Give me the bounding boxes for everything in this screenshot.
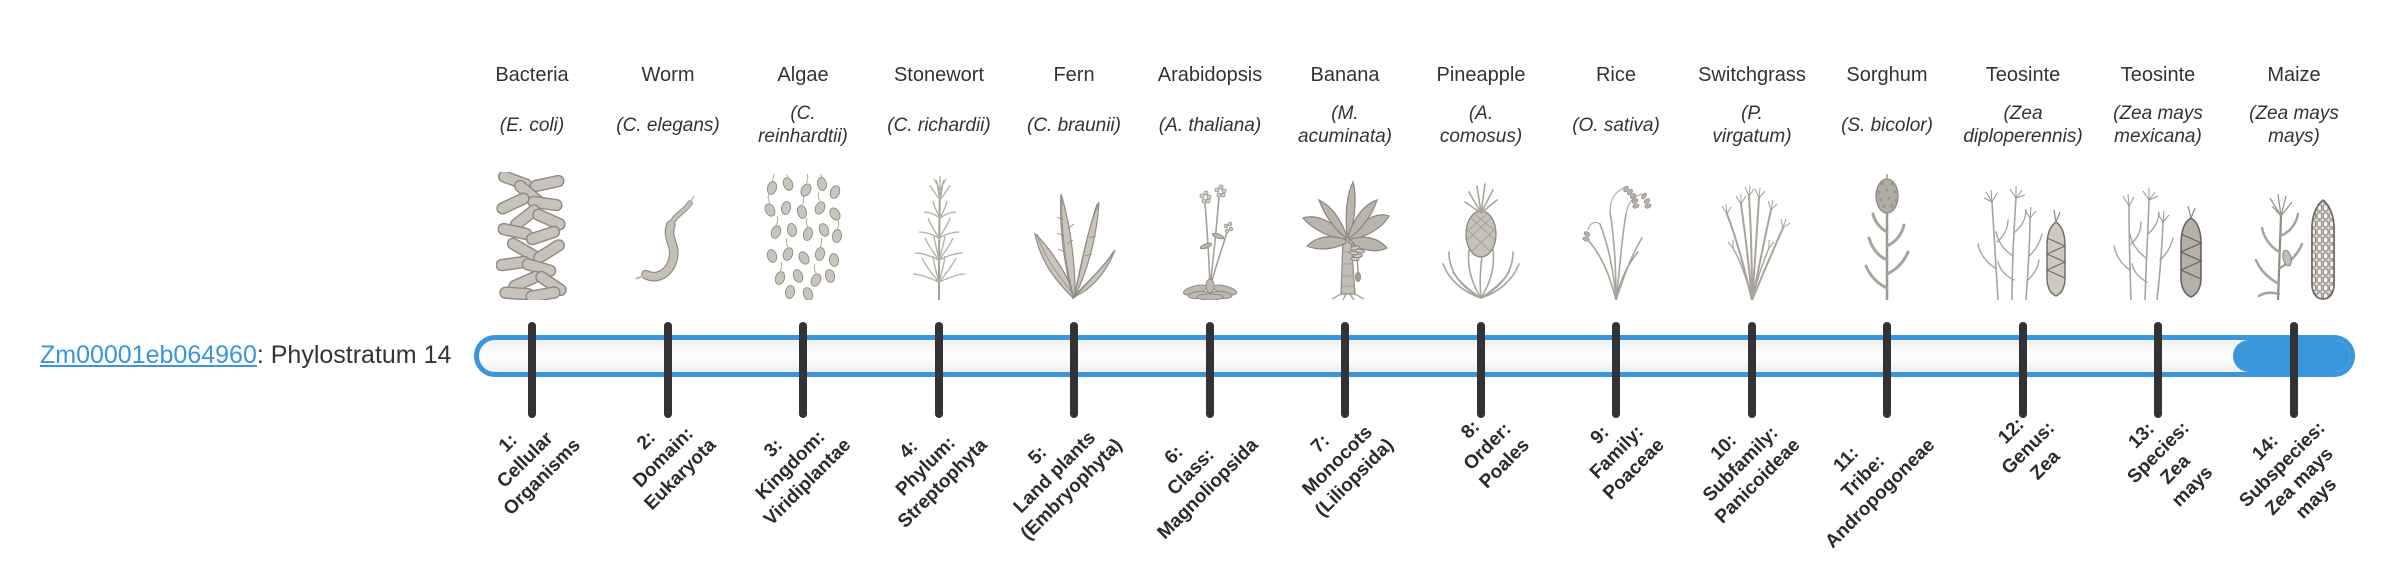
tick-6 bbox=[1206, 322, 1214, 418]
teosinte-diploperennis-illustration-icon bbox=[1948, 160, 2098, 300]
tick-9 bbox=[1612, 322, 1620, 418]
sorghum-illustration-icon bbox=[1812, 160, 1962, 300]
stratum-label-12: 12: Genus: Zea bbox=[1993, 414, 2064, 485]
banana-illustration-icon bbox=[1270, 160, 1420, 300]
organism-sci-name: (C. elegans) bbox=[616, 114, 720, 136]
teosinte-mexicana-illustration-icon bbox=[2083, 160, 2233, 300]
organism-name: Teosinte bbox=[1985, 64, 2061, 86]
gene-id-link[interactable]: Zm00001eb064960 bbox=[40, 341, 257, 369]
organism-sci-name: (M. acuminata) bbox=[1298, 103, 1392, 147]
stratum-label-4: 4: Phylum: Streptophyta bbox=[891, 432, 992, 533]
organism-column-teosinte-mexicana: Teosinte (Zea mays mexicana) bbox=[2083, 62, 2233, 300]
organism-name: Banana bbox=[1310, 64, 1380, 86]
organism-column-arabidopsis: Arabidopsis (A. thaliana) bbox=[1135, 62, 1285, 300]
organism-column-stonewort: Stonewort (C. richardii) bbox=[864, 62, 1014, 300]
organism-column-teosinte-diploperennis: Teosinte (Zea diploperennis) bbox=[1948, 62, 2098, 300]
stratum-label-8: 8: Order: Poales bbox=[1457, 416, 1534, 493]
organism-name: Sorghum bbox=[1846, 64, 1928, 86]
tick-3 bbox=[799, 322, 807, 418]
tick-5 bbox=[1070, 322, 1078, 418]
tick-10 bbox=[1748, 322, 1756, 418]
organism-name: Worm bbox=[641, 64, 695, 86]
organism-sci-name: (A. comosus) bbox=[1439, 103, 1523, 147]
organism-sci-name: (C. richardii) bbox=[887, 114, 991, 136]
stratum-label-14: 14: Subspecies: Zea mays mays bbox=[2235, 417, 2342, 524]
organism-name: Stonewort bbox=[893, 64, 985, 86]
fern-illustration-icon bbox=[999, 160, 1149, 300]
organism-name: Rice bbox=[1595, 64, 1636, 86]
organism-name: Teosinte bbox=[2120, 64, 2196, 86]
tick-13 bbox=[2154, 322, 2162, 418]
organism-column-worm: Worm (C. elegans) bbox=[593, 62, 743, 300]
stonewort-illustration-icon bbox=[864, 160, 1014, 300]
organism-name: Switchgrass bbox=[1698, 64, 1806, 86]
stratum-label-6: 6: Class: Magnoliopsida bbox=[1153, 434, 1263, 544]
timeline-bar bbox=[474, 335, 2355, 377]
organism-sci-name: (A. thaliana) bbox=[1158, 114, 1262, 136]
organism-sci-name: (Zea mays mexicana) bbox=[2113, 103, 2203, 147]
organism-name: Fern bbox=[1053, 64, 1095, 86]
tick-4 bbox=[935, 322, 943, 418]
switchgrass-illustration-icon bbox=[1677, 160, 1827, 300]
organism-sci-name: (C. braunii) bbox=[1027, 114, 1121, 136]
stratum-label-10: 10: Subfamily: Panicoideae bbox=[1699, 422, 1805, 528]
organism-name: Pineapple bbox=[1436, 64, 1526, 86]
algae-illustration-icon bbox=[728, 160, 878, 300]
rice-illustration-icon bbox=[1541, 160, 1691, 300]
tick-7 bbox=[1341, 322, 1349, 418]
organism-name: Maize bbox=[2267, 64, 2321, 86]
gene-label: Zm00001eb064960: Phylostratum 14 bbox=[40, 341, 451, 370]
tick-12 bbox=[2019, 322, 2027, 418]
stratum-label-13: 13: Species: Zea mays bbox=[2123, 417, 2218, 512]
organism-column-rice: Rice (O. sativa) bbox=[1541, 62, 1691, 300]
stratum-label-5: 5: Land plants (Embryophyta) bbox=[1009, 427, 1127, 545]
stratum-label-2: 2: Domain: Eukaryota bbox=[629, 423, 721, 515]
tick-1 bbox=[528, 322, 536, 418]
tick-14 bbox=[2290, 322, 2298, 418]
tick-11 bbox=[1883, 322, 1891, 418]
organism-column-maize: Maize (Zea mays mays) bbox=[2219, 62, 2369, 300]
stratum-label-3: 3: Kingdom: Viridiplantae bbox=[752, 426, 856, 530]
stratum-label-11: 11: Tribe: Andropogoneae bbox=[1821, 434, 1940, 553]
organism-sci-name: (S. bicolor) bbox=[1841, 114, 1933, 136]
maize-illustration-icon bbox=[2219, 160, 2369, 300]
organism-column-banana: Banana (M. acuminata) bbox=[1270, 62, 1420, 300]
worm-illustration-icon bbox=[593, 160, 743, 300]
organism-sci-name: (O. sativa) bbox=[1572, 114, 1660, 136]
organism-name: Algae bbox=[777, 64, 829, 86]
organism-sci-name: (E. coli) bbox=[499, 114, 565, 136]
tick-8 bbox=[1477, 322, 1485, 418]
organism-sci-name: (Zea diploperennis) bbox=[1963, 103, 2083, 147]
arabidopsis-illustration-icon bbox=[1135, 160, 1285, 300]
organism-sci-name: (Zea mays mays) bbox=[2249, 103, 2339, 147]
organism-sci-name: (C. reinhardtii) bbox=[758, 103, 848, 147]
organism-column-switchgrass: Switchgrass (P. virgatum) bbox=[1677, 62, 1827, 300]
organism-column-algae: Algae (C. reinhardtii) bbox=[728, 62, 878, 300]
tick-2 bbox=[664, 322, 672, 418]
organism-column-bacteria: Bacteria (E. coli) bbox=[457, 62, 607, 300]
stratum-label-1: 1: Cellular Organisms bbox=[492, 428, 585, 520]
organism-column-pineapple: Pineapple (A. comosus) bbox=[1406, 62, 1556, 300]
stratum-label-7: 7: Monocots (Liliopsida) bbox=[1298, 421, 1398, 522]
organism-name: Arabidopsis bbox=[1157, 64, 1263, 86]
stratum-label-9: 9: Family: Poaceae bbox=[1585, 421, 1669, 505]
pineapple-illustration-icon bbox=[1406, 160, 1556, 300]
organism-column-sorghum: Sorghum (S. bicolor) bbox=[1812, 62, 1962, 300]
organism-column-fern: Fern (C. braunii) bbox=[999, 62, 1149, 300]
organism-sci-name: (P. virgatum) bbox=[1712, 103, 1792, 147]
gene-phylostratum-text: : Phylostratum 14 bbox=[256, 341, 452, 369]
organism-name: Bacteria bbox=[495, 64, 569, 86]
bacteria-illustration-icon bbox=[457, 160, 607, 300]
